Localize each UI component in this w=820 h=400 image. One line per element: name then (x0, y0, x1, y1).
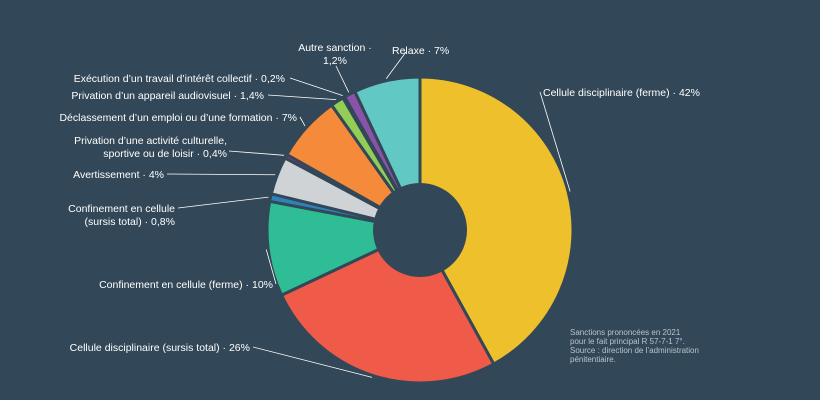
leader-line (539, 91, 571, 192)
leader-line (299, 116, 306, 127)
leader-line (166, 173, 276, 176)
slice-label-line: Privation d’une activité culturelle, (74, 135, 227, 147)
slice-label-line: sportive ou de loisir · 0,4% (103, 148, 227, 160)
slice-label: Avertissement · 4% (73, 169, 164, 181)
slice-label: Privation d’un appareil audiovisuel · 1,… (71, 90, 264, 102)
slice-label: Confinement en cellule (sursis total) · 0… (68, 203, 175, 228)
leader-line (289, 77, 343, 96)
slice-label-line: Confinement en cellule (68, 203, 175, 215)
slice-label-line: Confinement en cellule (ferme) · 10% (99, 279, 273, 291)
slice-label: Privation d’une activité culturelle, spor… (74, 135, 227, 160)
slice-label: Cellule disciplinaire (sursis total) · 2… (70, 342, 250, 354)
slice-label: Confinement en cellule (ferme) · 10% (99, 279, 273, 291)
slice-labels: Cellule disciplinaire (ferme) · 42% Cellu… (59, 42, 700, 354)
pie-slice (418, 75, 575, 367)
source-note-line: Sanctions prononcées en 2021 (570, 328, 681, 337)
leader-lines (166, 51, 571, 378)
source-note-line: pour le fait principal R 57-7-1 7°. (570, 337, 685, 346)
source-note-line: Source : direction de l’administration (570, 346, 699, 355)
leader-line (267, 94, 337, 101)
slice-label-line: Cellule disciplinaire (sursis total) · 2… (70, 342, 250, 354)
leader-line (335, 65, 350, 93)
leader-line (265, 249, 277, 285)
donut-hole (373, 183, 467, 277)
slice-label-line: Relaxe · 7% (392, 45, 449, 57)
source-note: Sanctions prononcées en 2021 pour le fai… (570, 328, 701, 364)
leader-line (228, 150, 285, 156)
leader-line (252, 346, 373, 378)
slice-label-line: Autre sanction · (298, 42, 372, 54)
slice-label-line: 1,2% (323, 55, 347, 67)
slice-label: Exécution d’un travail d’intérêt collect… (74, 73, 285, 85)
slice-label: Autre sanction · 1,2% (298, 42, 372, 67)
leader-line (385, 51, 407, 79)
slice-label: Cellule disciplinaire (ferme) · 42% (543, 87, 700, 99)
source-note-line: pénitentiaire. (570, 355, 616, 364)
leader-line (177, 196, 269, 209)
slice-label: Relaxe · 7% (392, 45, 449, 57)
slice-label: Déclassement d’un emploi ou d’une format… (59, 112, 297, 124)
slice-label-line: Privation d’un appareil audiovisuel · 1,… (71, 90, 264, 102)
slice-label-line: (sursis total) · 0,8% (85, 216, 175, 228)
slice-label-line: Déclassement d’un emploi ou d’une format… (59, 112, 297, 124)
slice-label-line: Avertissement · 4% (73, 169, 164, 181)
slice-label-line: Cellule disciplinaire (ferme) · 42% (543, 87, 700, 99)
slice-label-line: Exécution d’un travail d’intérêt collect… (74, 73, 285, 85)
